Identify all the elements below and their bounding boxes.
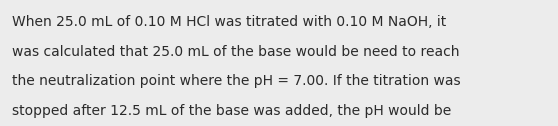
Text: stopped after 12.5 mL of the base was added, the pH would be: stopped after 12.5 mL of the base was ad… bbox=[12, 104, 451, 118]
Text: was calculated that 25.0 mL of the base would be need to reach: was calculated that 25.0 mL of the base … bbox=[12, 45, 460, 59]
Text: When 25.0 mL of 0.10 M HCl was titrated with 0.10 M NaOH, it: When 25.0 mL of 0.10 M HCl was titrated … bbox=[12, 15, 446, 29]
Text: the neutralization point where the pH = 7.00. If the titration was: the neutralization point where the pH = … bbox=[12, 74, 461, 88]
